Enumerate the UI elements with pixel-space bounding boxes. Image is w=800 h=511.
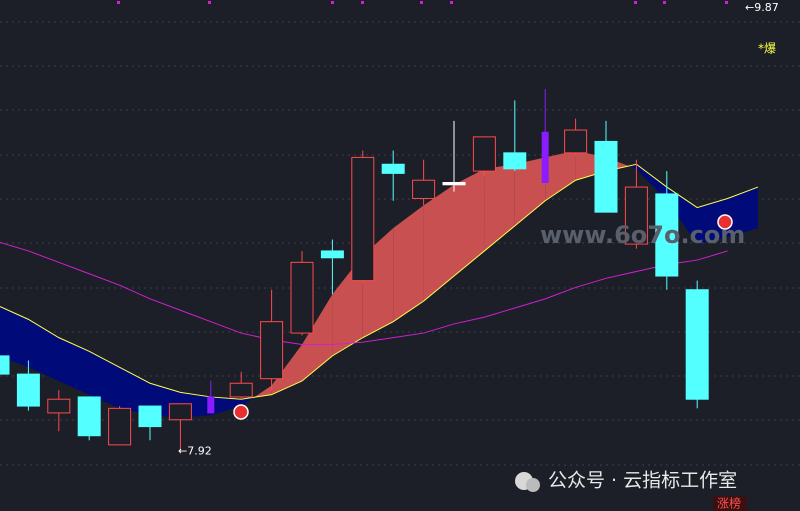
dot [117,1,120,4]
candle-body [541,131,549,183]
candle-body [564,129,588,154]
candle-body [138,405,162,428]
ribbon-fill [254,385,272,398]
dot [331,1,334,4]
ribbon-fill [302,294,333,381]
ribbon-fill [393,205,424,322]
candle-body [290,261,314,334]
ribbon-fill [58,337,90,395]
candle-body [655,193,679,277]
candle-body [351,156,375,282]
candle-body [108,407,132,446]
ribbon-fill [484,164,515,251]
ribbon-fill [241,397,255,407]
annotation: *爆 [758,42,776,56]
ribbon-fill [0,306,29,368]
candle-body [594,140,618,213]
wechat-icon [526,478,540,492]
price-marker: ←7.92 [178,445,212,458]
candle-body [503,152,527,170]
candle-body [472,136,496,172]
plot [0,88,759,452]
dot [450,1,453,4]
ribbon-fill [454,168,485,277]
dot [663,1,666,4]
ribbon-fill [628,164,637,169]
candle-body [16,373,40,407]
ma-line [0,241,728,345]
candle-body [381,163,405,174]
candle-body [229,382,253,398]
ribbon-fill [697,198,728,245]
ribbon-fill [271,344,302,395]
candle-body [685,289,709,400]
signal-icon [233,404,249,420]
dot [634,1,637,4]
dot [725,1,728,4]
candle-body [442,182,466,186]
watermark: www.6o7o.com [540,221,745,249]
candle-body [320,250,344,259]
ribbon-fill [727,187,758,238]
dot [361,1,364,4]
ribbon-fill [514,157,546,226]
annotation: 涨榜 [717,496,741,511]
candle-body [0,355,10,375]
candle-body [77,396,101,437]
ribbon-fill [545,150,576,201]
candle-body [168,403,192,421]
footer-text: 公众号 · 云指标工作室 [548,470,737,492]
candle-body [47,398,71,414]
tag-box [713,496,747,511]
top-dots [117,1,728,4]
dot [208,1,211,4]
candle-body [260,321,284,380]
price-marker: ←9.87 [745,1,779,14]
ribbon-fill [210,396,242,416]
signal-icon [717,214,733,230]
footer: 公众号 · 云指标工作室 [515,470,737,492]
ribbon-fill [89,351,120,409]
ribbon-fill [423,184,454,302]
candle-body [207,396,215,414]
ribbon-fill [28,319,59,381]
ribbon-line [0,163,759,400]
ribbon-fill [636,164,667,201]
dot [420,1,423,4]
candle-body [624,186,648,245]
candle-body [412,179,436,199]
